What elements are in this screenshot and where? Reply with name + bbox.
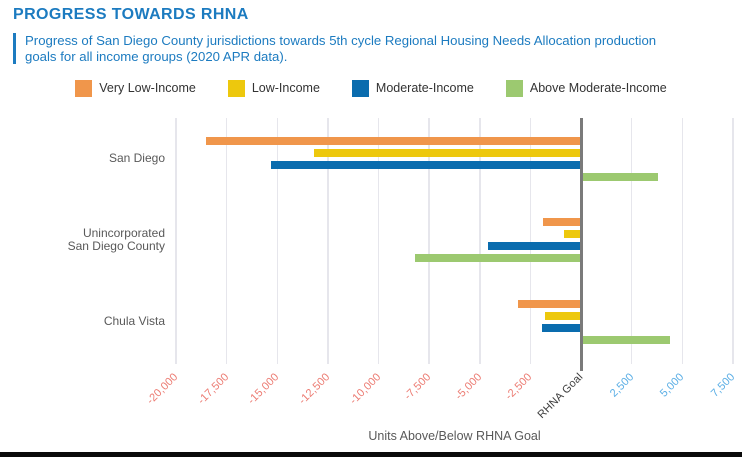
- gridline-20-000: [175, 118, 177, 364]
- legend-swatch-moderate-income: [351, 79, 369, 97]
- bar-moderate-income-unincorporated-san-diego-county[interactable]: [487, 242, 582, 250]
- legend-label-very-low-income: Very Low-Income: [99, 81, 196, 95]
- bar-moderate-income-chula-vista[interactable]: [541, 324, 582, 332]
- chart-subtitle: Progress of San Diego County jurisdictio…: [13, 33, 685, 64]
- gridline-12-500: [327, 118, 329, 364]
- rhna-goal-line: [579, 118, 583, 371]
- bottom-border-bar: [0, 452, 742, 457]
- legend-item-moderate-income[interactable]: Moderate-Income: [351, 79, 474, 97]
- legend-item-low-income[interactable]: Low-Income: [227, 79, 320, 97]
- legend-item-very-low-income[interactable]: Very Low-Income: [75, 79, 196, 97]
- legend-swatch-low-income: [227, 79, 245, 97]
- gridline-5-000: [479, 118, 481, 364]
- bar-very-low-income-chula-vista[interactable]: [518, 300, 582, 308]
- bar-low-income-chula-vista[interactable]: [544, 312, 582, 320]
- legend-label-above-moderate-income: Above Moderate-Income: [529, 81, 667, 95]
- bar-low-income-unincorporated-san-diego-county[interactable]: [563, 230, 582, 238]
- page-title: PROGRESS TOWARDS RHNA: [13, 6, 249, 23]
- bar-moderate-income-san-diego[interactable]: [271, 161, 582, 169]
- gridline-15-000: [276, 118, 279, 364]
- bar-above-moderate-income-san-diego[interactable]: [581, 173, 659, 181]
- bar-above-moderate-income-unincorporated-san-diego-county[interactable]: [415, 254, 582, 262]
- legend-swatch-above-moderate-income: [505, 79, 523, 97]
- gridline-2-500: [630, 118, 633, 364]
- plot-area: [175, 118, 734, 371]
- gridline-7-500: [428, 118, 430, 364]
- gridline-5-000: [681, 118, 684, 364]
- category-label-unincorporated-san-diego-county: Unincorporated San Diego County: [67, 225, 165, 253]
- gridline-2-500: [529, 118, 532, 364]
- gridline-7-500: [732, 118, 734, 364]
- bar-very-low-income-san-diego[interactable]: [206, 137, 582, 145]
- bar-low-income-san-diego[interactable]: [313, 149, 582, 157]
- bar-above-moderate-income-chula-vista[interactable]: [581, 336, 671, 344]
- bar-very-low-income-unincorporated-san-diego-county[interactable]: [542, 218, 582, 226]
- category-label-chula-vista: Chula Vista: [103, 314, 165, 329]
- category-label-san-diego: San Diego: [108, 151, 165, 166]
- chart-legend: Very Low-Income Low-Income Moderate-Income…: [0, 79, 742, 97]
- gridline-17-500: [225, 118, 228, 364]
- legend-item-above-moderate-income[interactable]: Above Moderate-Income: [505, 79, 667, 97]
- legend-label-moderate-income: Moderate-Income: [375, 81, 474, 95]
- legend-label-low-income: Low-Income: [251, 81, 320, 95]
- x-axis-title: Units Above/Below RHNA Goal: [368, 429, 541, 443]
- gridline-10-000: [377, 118, 380, 364]
- legend-swatch-very-low-income: [75, 79, 93, 97]
